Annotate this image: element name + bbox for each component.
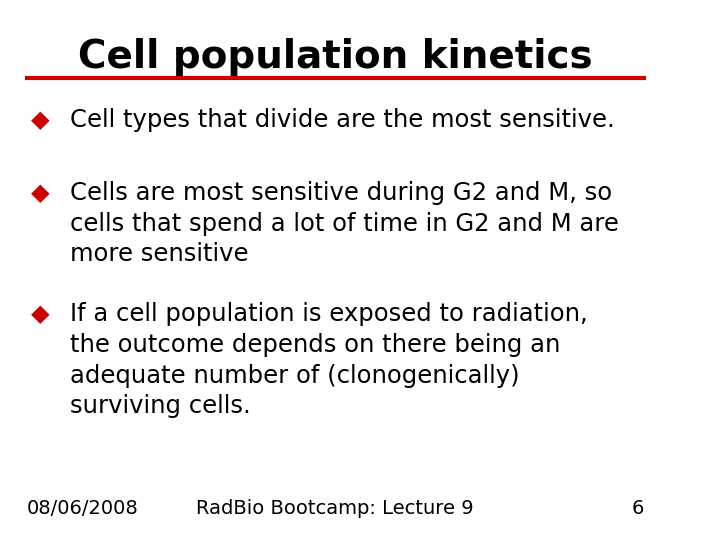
Text: 6: 6 [631, 500, 644, 518]
Text: 08/06/2008: 08/06/2008 [27, 500, 138, 518]
Text: RadBio Bootcamp: Lecture 9: RadBio Bootcamp: Lecture 9 [197, 500, 474, 518]
Text: ◆: ◆ [31, 302, 50, 326]
Text: If a cell population is exposed to radiation,
the outcome depends on there being: If a cell population is exposed to radia… [71, 302, 588, 418]
Text: ◆: ◆ [31, 181, 50, 205]
Text: Cells are most sensitive during G2 and M, so
cells that spend a lot of time in G: Cells are most sensitive during G2 and M… [71, 181, 619, 266]
Text: Cell types that divide are the most sensitive.: Cell types that divide are the most sens… [71, 108, 615, 132]
Text: Cell population kinetics: Cell population kinetics [78, 38, 593, 76]
Text: ◆: ◆ [31, 108, 50, 132]
